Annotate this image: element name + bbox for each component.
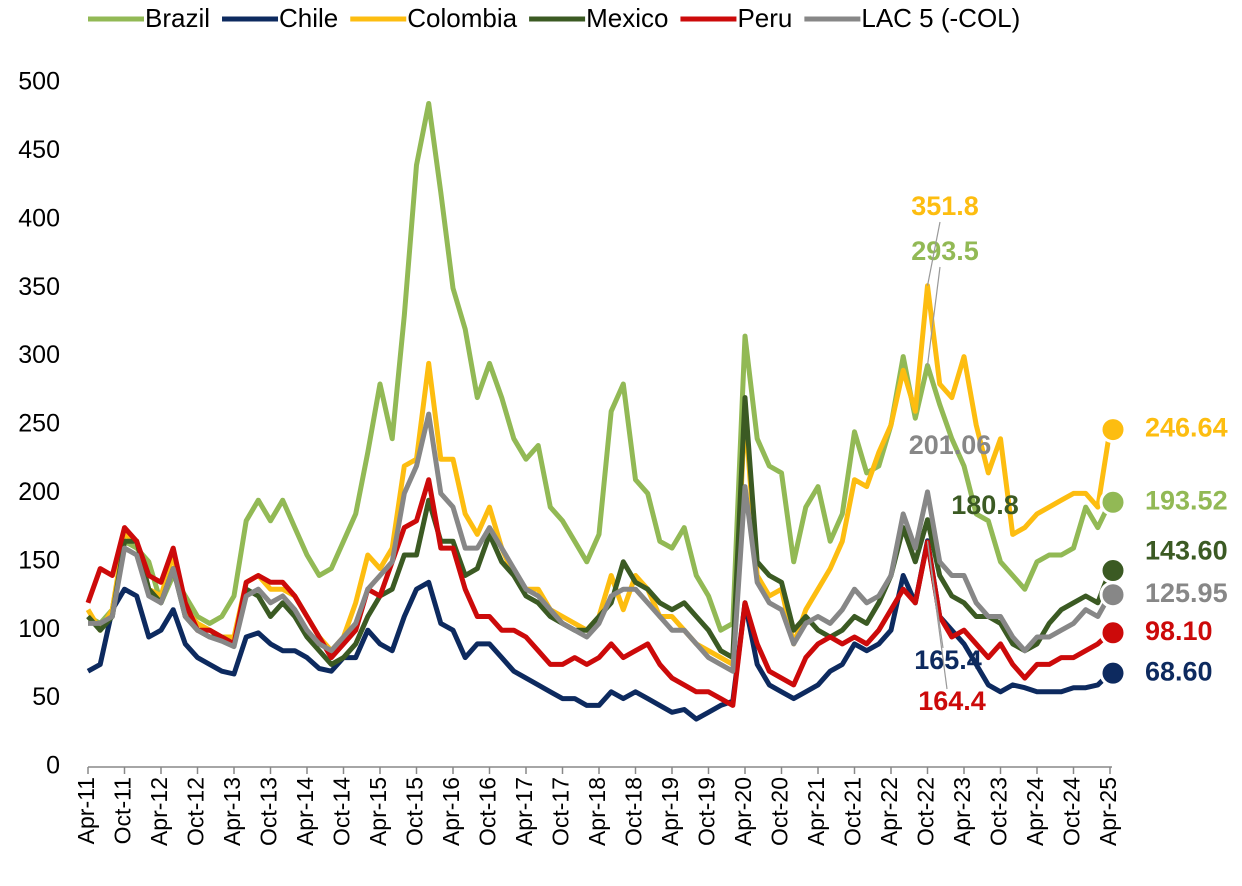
y-tick-label: 250 [18, 410, 60, 438]
y-tick-label: 50 [32, 683, 60, 711]
flag-icon [1099, 581, 1127, 609]
y-tick-label: 0 [46, 752, 60, 780]
x-tick-label: Apr-25 [1095, 777, 1121, 846]
series-line [88, 411, 1113, 674]
annotation: 293.5 [911, 236, 979, 266]
x-tick-label: Apr-21 [803, 777, 829, 846]
x-tick-label: Oct-11 [110, 777, 136, 844]
annotation: 143.60 [1145, 536, 1228, 566]
x-tick-label: Apr-24 [1022, 777, 1048, 846]
leader-line [926, 221, 941, 286]
x-tick-label: Apr-23 [949, 777, 975, 846]
x-tick-label: Apr-11 [73, 777, 99, 844]
x-tick-label: Oct-16 [475, 777, 501, 846]
annotation: 180.8 [951, 490, 1019, 520]
y-tick-label: 400 [18, 204, 60, 232]
legend-label: Chile [279, 3, 338, 33]
annotation: 201.06 [909, 430, 992, 460]
y-tick-label: 450 [18, 136, 60, 164]
flag-icon [1099, 416, 1127, 444]
x-tick-label: Oct-17 [548, 777, 574, 846]
annotation: 164.4 [918, 686, 986, 716]
x-tick-label: Apr-19 [657, 777, 683, 846]
x-tick-label: Oct-22 [913, 777, 939, 846]
x-tick-label: Apr-13 [219, 777, 245, 846]
legend-label: Colombia [407, 3, 517, 33]
y-tick-label: 100 [18, 615, 60, 643]
annotation: 193.52 [1145, 485, 1228, 515]
legend-label: LAC 5 (-COL) [861, 3, 1020, 33]
legend-label: Brazil [145, 3, 210, 33]
x-tick-label: Apr-22 [876, 777, 902, 846]
x-tick-label: Apr-16 [438, 777, 464, 846]
annotation: 98.10 [1145, 616, 1213, 646]
leader-line [926, 542, 948, 690]
annotation: 125.95 [1145, 578, 1228, 608]
x-tick-label: Oct-13 [256, 777, 282, 846]
x-tick-label: Oct-23 [986, 777, 1012, 846]
series-line [85, 477, 1112, 708]
annotation: 68.60 [1145, 656, 1213, 686]
series-line [86, 101, 1113, 633]
y-tick-label: 150 [18, 546, 60, 574]
x-tick-label: Oct-18 [621, 777, 647, 846]
annotation: 165.4 [914, 645, 982, 675]
y-tick-label: 200 [18, 478, 60, 506]
y-tick-label: 350 [18, 273, 60, 301]
flag-icon [1099, 557, 1127, 585]
legend-label: Mexico [586, 3, 668, 33]
series-line [86, 395, 1113, 667]
flag-icon [1099, 659, 1127, 687]
x-tick-label: Oct-15 [402, 777, 428, 846]
annotation: 246.64 [1145, 413, 1228, 443]
x-tick-label: Apr-12 [146, 777, 172, 846]
leader-line [926, 266, 941, 366]
x-tick-label: Oct-19 [694, 777, 720, 846]
x-tick-label: Apr-20 [730, 777, 756, 846]
legend-label: Peru [737, 3, 792, 33]
annotation: 351.8 [911, 191, 979, 221]
x-tick-label: Oct-21 [840, 777, 866, 846]
x-tick-label: Oct-20 [767, 777, 793, 846]
x-tick-label: Oct-12 [183, 777, 209, 846]
y-tick-label: 500 [18, 68, 60, 96]
x-tick-label: Apr-14 [292, 777, 318, 846]
x-tick-label: Apr-15 [365, 777, 391, 846]
y-tick-label: 300 [18, 341, 60, 369]
flag-icon [1099, 488, 1127, 516]
x-tick-label: Oct-14 [329, 777, 355, 846]
flag-icon [1099, 619, 1127, 647]
x-tick-label: Apr-18 [584, 777, 610, 846]
x-tick-label: Apr-17 [511, 777, 537, 846]
x-tick-label: Oct-24 [1059, 777, 1085, 846]
